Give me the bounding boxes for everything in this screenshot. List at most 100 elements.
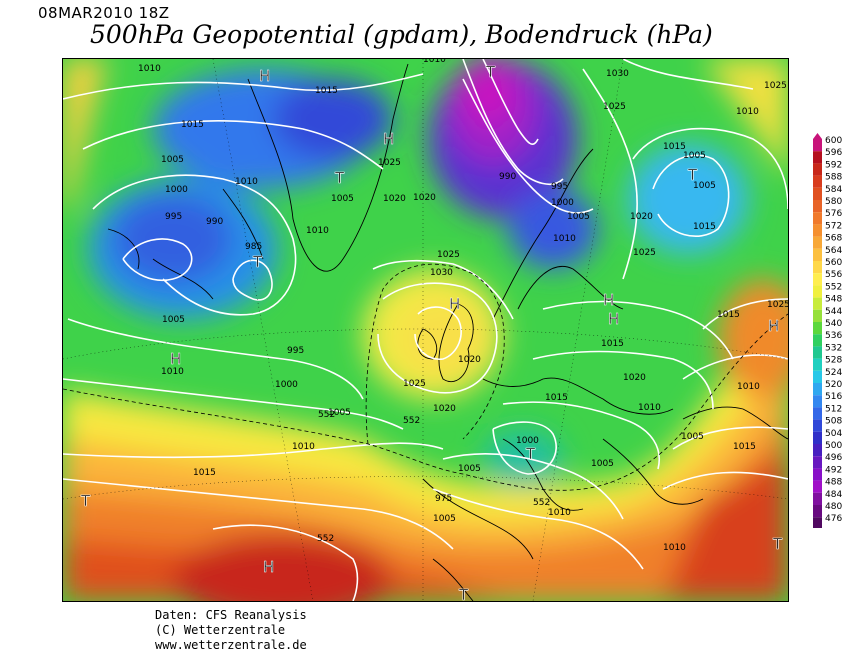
isobar-label: 1000 xyxy=(275,380,298,390)
credits: Daten: CFS Reanalysis (C) Wetterzentrale… xyxy=(155,608,307,653)
legend-label: 480 xyxy=(825,502,842,512)
legend-label: 512 xyxy=(825,404,842,414)
high-pressure-marker: H xyxy=(263,558,274,576)
isobar-label: 1000 xyxy=(551,198,574,208)
isobar-label: 990 xyxy=(206,217,223,227)
legend-swatch xyxy=(813,395,822,408)
legend-swatch xyxy=(813,358,822,371)
legend-label: 552 xyxy=(825,282,842,292)
isobar-label: 1005 xyxy=(328,408,351,418)
isobar-label: 1015 xyxy=(193,468,216,478)
copyright-text: (C) Wetterzentrale xyxy=(155,623,286,637)
legend-label: 548 xyxy=(825,295,842,305)
legend-swatch xyxy=(813,236,822,249)
isobar-label: 1005 xyxy=(693,181,716,191)
isobar-label: 1005 xyxy=(433,514,456,524)
website-link[interactable]: www.wetterzentrale.de xyxy=(155,638,307,652)
isobar-label: 1010 xyxy=(423,58,446,65)
isobar-label: 1010 xyxy=(235,177,258,187)
legend-label: 572 xyxy=(825,221,842,231)
isobar-label: 1005 xyxy=(161,155,184,165)
legend-label: 568 xyxy=(825,234,842,244)
legend-swatch xyxy=(813,346,822,359)
isohypse-552 xyxy=(63,313,788,491)
isobar-label: 1015 xyxy=(693,222,716,232)
legend-label: 560 xyxy=(825,258,842,268)
isobar-label: 995 xyxy=(287,346,304,356)
legend-swatch xyxy=(813,407,822,420)
legend-swatch xyxy=(813,297,822,310)
isobar-label: 1005 xyxy=(331,194,354,204)
isobar-label: 985 xyxy=(245,242,262,252)
legend-swatch xyxy=(813,187,822,200)
legend-label: 544 xyxy=(825,307,842,317)
legend-label: 580 xyxy=(825,197,842,207)
legend-label: 576 xyxy=(825,209,842,219)
isobar-label: 1020 xyxy=(413,193,436,203)
isobar-label: 1030 xyxy=(606,69,629,79)
isobar-label: 1025 xyxy=(437,250,460,260)
legend-swatch xyxy=(813,334,822,347)
legend-label: 588 xyxy=(825,173,842,183)
isohypse-552-ridge xyxy=(365,263,505,445)
high-pressure-marker: H xyxy=(768,317,779,335)
low-pressure-marker: T xyxy=(525,445,536,463)
legend-label: 592 xyxy=(825,160,842,170)
legend-label: 528 xyxy=(825,356,842,366)
isobar-label: 1025 xyxy=(764,81,787,91)
low-pressure-marker: T xyxy=(772,535,783,553)
legend-label: 476 xyxy=(825,514,842,524)
legend-swatch xyxy=(813,261,822,274)
low-pressure-marker: T xyxy=(80,492,91,510)
high-pressure-marker: H xyxy=(259,67,270,85)
isobar-label: 1020 xyxy=(630,212,653,222)
high-pressure-marker: H xyxy=(449,295,460,313)
low-pressure-marker: T xyxy=(252,253,263,271)
high-pressure-marker: H xyxy=(608,310,619,328)
isobar-label: 1010 xyxy=(138,64,161,74)
legend-swatch xyxy=(813,492,822,505)
legend-label: 600 xyxy=(825,136,842,146)
isobar-label: 1015 xyxy=(717,310,740,320)
isobar-label: 1005 xyxy=(567,212,590,222)
legend-swatch xyxy=(813,285,822,298)
legend-label: 540 xyxy=(825,319,842,329)
isobar-label: 990 xyxy=(499,172,516,182)
isobar-label: 1015 xyxy=(733,442,756,452)
isobar-label: 1010 xyxy=(553,234,576,244)
legend-label: 508 xyxy=(825,417,842,427)
isobar-label: 1005 xyxy=(591,459,614,469)
isobar-label: 1025 xyxy=(378,158,401,168)
legend-label: 556 xyxy=(825,270,842,280)
geopotential-field xyxy=(63,59,788,601)
legend-swatch xyxy=(813,456,822,469)
isobar-label: 552 xyxy=(403,416,420,426)
isobar-label: 1025 xyxy=(767,300,789,310)
legend-swatch xyxy=(813,505,822,518)
map-date: 08MAR2010 18Z xyxy=(38,4,170,22)
isobar-label: 975 xyxy=(435,494,452,504)
isobar-label: 1015 xyxy=(663,142,686,152)
isobar-label: 1020 xyxy=(623,373,646,383)
legend-swatch xyxy=(813,383,822,396)
legend-swatch xyxy=(813,444,822,457)
data-source-text: Daten: CFS Reanalysis xyxy=(155,608,307,622)
isobar-label: 1020 xyxy=(383,194,406,204)
legend-swatch xyxy=(813,139,822,152)
legend-swatch xyxy=(813,200,822,213)
legend-swatch xyxy=(813,175,822,188)
legend-label: 496 xyxy=(825,453,842,463)
legend-swatch xyxy=(813,322,822,335)
isobar-label: 1005 xyxy=(681,432,704,442)
isobar-label: 552 xyxy=(317,534,334,544)
isobar-label: 1005 xyxy=(683,151,706,161)
map-title: 500hPa Geopotential (gpdam), Bodendruck … xyxy=(90,20,713,49)
isobar-label: 1015 xyxy=(315,86,338,96)
isobar-label: 1025 xyxy=(603,102,626,112)
legend-label: 500 xyxy=(825,441,842,451)
isobar-label: 1015 xyxy=(601,339,624,349)
legend-label: 488 xyxy=(825,478,842,488)
legend-label: 536 xyxy=(825,331,842,341)
legend-label: 520 xyxy=(825,380,842,390)
